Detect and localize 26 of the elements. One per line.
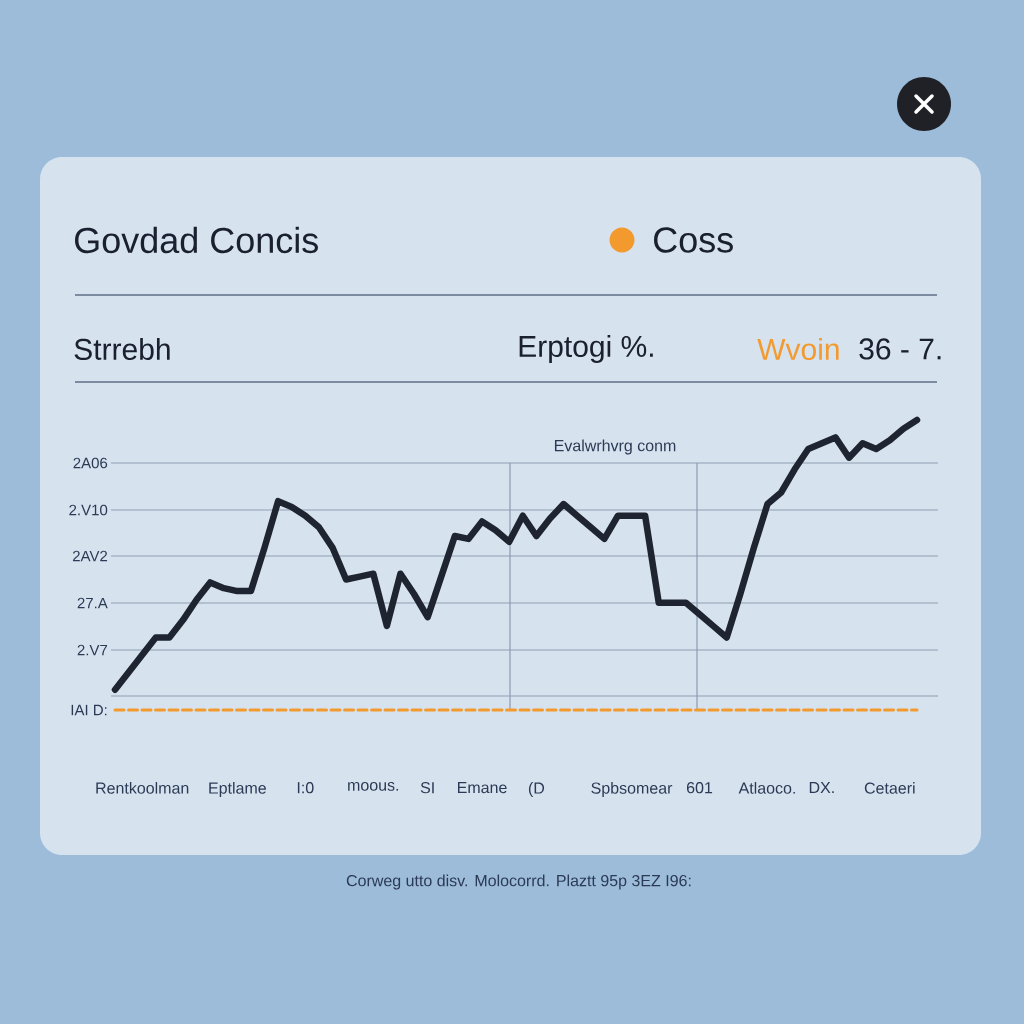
text: 2.V10 <box>69 504 108 516</box>
text: Strrebh <box>74 337 170 361</box>
x-tick-label: Eptlame <box>209 782 266 797</box>
text: Corweg utto disv. Molocorrd. Plaztt 95p 3EZ I96: <box>346 874 691 890</box>
x-tick-label: I:0 <box>297 782 314 794</box>
text: 2.V7 <box>77 644 108 656</box>
text: Wvoin <box>757 337 839 361</box>
x-tick-label: Atlaoco. <box>738 782 795 794</box>
text: Erptogi %. <box>519 335 653 363</box>
x-tick-label: 601 <box>686 782 713 794</box>
x-tick-label: DX. <box>809 782 834 794</box>
text: 2AV2 <box>72 550 108 562</box>
x-tick-label: moous. <box>348 782 399 791</box>
x-tick-label: (D <box>528 782 545 797</box>
x-tick-label: SI <box>420 782 434 794</box>
x-tick-label: Spbsomear <box>591 782 673 797</box>
text: 36 - 7. <box>859 338 941 360</box>
text: IAI D: <box>71 704 107 716</box>
text: 2A06 <box>73 457 108 469</box>
x-tick-label: Rentkoolman <box>96 782 189 794</box>
x-tick-label: Cetaeri <box>864 782 915 794</box>
legend-label: Coss <box>654 227 733 253</box>
chart-title: Govdad Concis <box>75 226 318 254</box>
annotation: Evalwrhvrg conm <box>554 439 676 455</box>
text: 27.A <box>77 597 108 609</box>
x-tick-label: Emane <box>457 782 507 794</box>
